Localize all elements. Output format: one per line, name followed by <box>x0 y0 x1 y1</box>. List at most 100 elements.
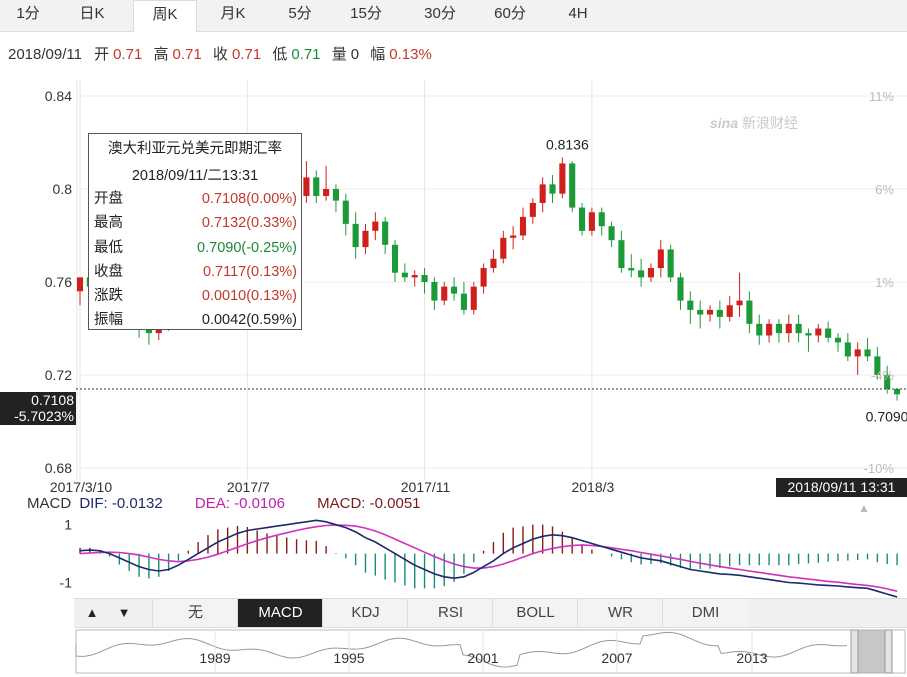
candle <box>805 328 812 352</box>
x-tick-label: 2018/3 <box>571 479 614 495</box>
candle <box>539 177 546 213</box>
candle-body <box>352 223 359 248</box>
candle-body <box>391 244 399 273</box>
candle <box>391 240 399 282</box>
triangle-up-icon: ▲ <box>85 605 99 620</box>
candle <box>608 221 615 248</box>
candle-body <box>805 333 812 336</box>
candle <box>854 342 861 375</box>
candle <box>825 321 832 343</box>
tab-4[interactable]: 5分 <box>288 5 312 22</box>
indicator-tab-macd[interactable]: MACD <box>237 599 323 627</box>
tab-7[interactable]: 60分 <box>494 5 526 22</box>
candle-body <box>726 305 733 317</box>
candle-body <box>480 268 487 287</box>
candle <box>332 184 339 213</box>
tab-8[interactable]: 4H <box>568 5 588 22</box>
x-tick-label: 2017/11 <box>401 479 451 495</box>
candle <box>470 282 477 315</box>
candle-body <box>657 249 664 269</box>
candle <box>785 314 792 343</box>
tab-1[interactable]: 日K <box>79 5 105 22</box>
indicator-tab-dmi[interactable]: DMI <box>662 599 748 627</box>
tooltip-row: 涨跌 0.0010(0.13%) <box>89 284 301 308</box>
candle <box>510 226 517 250</box>
tab-6[interactable]: 30分 <box>424 5 456 22</box>
candle-body <box>874 356 881 375</box>
time-navigator[interactable]: 1989 1995 2001 2007 2013 <box>0 626 907 677</box>
candle <box>382 216 389 255</box>
tab-2[interactable]: 周K <box>133 0 197 32</box>
candle <box>559 157 566 199</box>
candle <box>342 193 349 236</box>
change-label: 幅 <box>370 46 386 63</box>
candle <box>756 314 763 345</box>
indicator-tab-rsi[interactable]: RSI <box>407 599 493 627</box>
candle-body <box>569 163 576 208</box>
candle-body <box>460 293 467 310</box>
high-value: 0.71 <box>172 46 202 63</box>
dif-line <box>79 519 898 598</box>
indicator-tab-kdj[interactable]: KDJ <box>322 599 408 627</box>
candle-body <box>677 277 684 301</box>
candle-body <box>736 300 743 306</box>
indicator-tab-wr[interactable]: WR <box>577 599 663 627</box>
candle-body <box>598 212 605 227</box>
y-tick-label: 0.8 <box>53 181 73 197</box>
arrow-down-button[interactable]: ▼ <box>110 599 138 627</box>
macd-y-tick: -1 <box>60 575 73 591</box>
arrow-up-button[interactable]: ▲ <box>78 599 106 627</box>
tooltip-time: 2018/09/11/二13:31 <box>131 168 259 184</box>
navigator-handle-right[interactable] <box>884 629 893 674</box>
candle-body <box>431 282 438 301</box>
candle-body <box>519 216 527 236</box>
tooltip-row: 振幅 0.0042(0.59%) <box>89 308 301 332</box>
tab-3[interactable]: 月K <box>220 5 246 22</box>
candle <box>874 347 881 380</box>
candle-body <box>687 300 694 310</box>
candle-body <box>667 249 674 278</box>
candle <box>549 175 556 203</box>
candle <box>667 244 674 282</box>
candle-body <box>451 286 458 294</box>
tab-5[interactable]: 15分 <box>350 5 382 22</box>
candle <box>313 170 320 203</box>
price-annotation: 0.8136 <box>546 136 589 152</box>
low-value: 0.71 <box>291 46 321 63</box>
candle <box>795 314 802 343</box>
candle <box>647 263 655 282</box>
candle-body <box>441 286 448 301</box>
candle-body <box>795 323 802 334</box>
candle-body <box>382 221 389 245</box>
tab-0[interactable]: 1分 <box>16 5 40 22</box>
pct-tick-label: -10% <box>864 461 895 476</box>
pct-tick-label: 6% <box>875 182 894 197</box>
macd-name: MACD <box>27 495 72 512</box>
candle-body <box>303 177 310 196</box>
macd-legend: MACD DIF: -0.0132 DEA: -0.0106 MACD: -0.… <box>27 495 425 512</box>
candle <box>844 333 851 362</box>
indicator-tab-无[interactable]: 无 <box>152 599 238 627</box>
navigator-window[interactable] <box>857 630 887 673</box>
candle-body <box>510 235 517 238</box>
candle <box>362 223 369 255</box>
candle <box>500 230 507 264</box>
candle-body <box>313 177 320 196</box>
open-value: 0.71 <box>113 46 143 63</box>
indicator-tab-boll[interactable]: BOLL <box>492 599 578 627</box>
candle-body <box>411 275 418 278</box>
candle-body <box>539 184 546 203</box>
tooltip-row: 开盘 0.7108(0.00%) <box>89 187 301 211</box>
candle <box>726 295 733 322</box>
tooltip-value: 0.7117(0.13%) <box>202 263 297 280</box>
candle <box>677 272 684 310</box>
candle-body <box>76 277 84 292</box>
dea-value: DEA: -0.0106 <box>194 495 285 512</box>
candle-body <box>638 270 645 278</box>
tooltip-value: 0.7132(0.33%) <box>201 215 297 232</box>
close-value: 0.71 <box>231 46 262 63</box>
y-tick-label: 0.76 <box>45 274 72 290</box>
candle-body <box>854 349 861 357</box>
navigator-handle-left[interactable] <box>850 629 859 674</box>
candle-body <box>529 202 536 217</box>
